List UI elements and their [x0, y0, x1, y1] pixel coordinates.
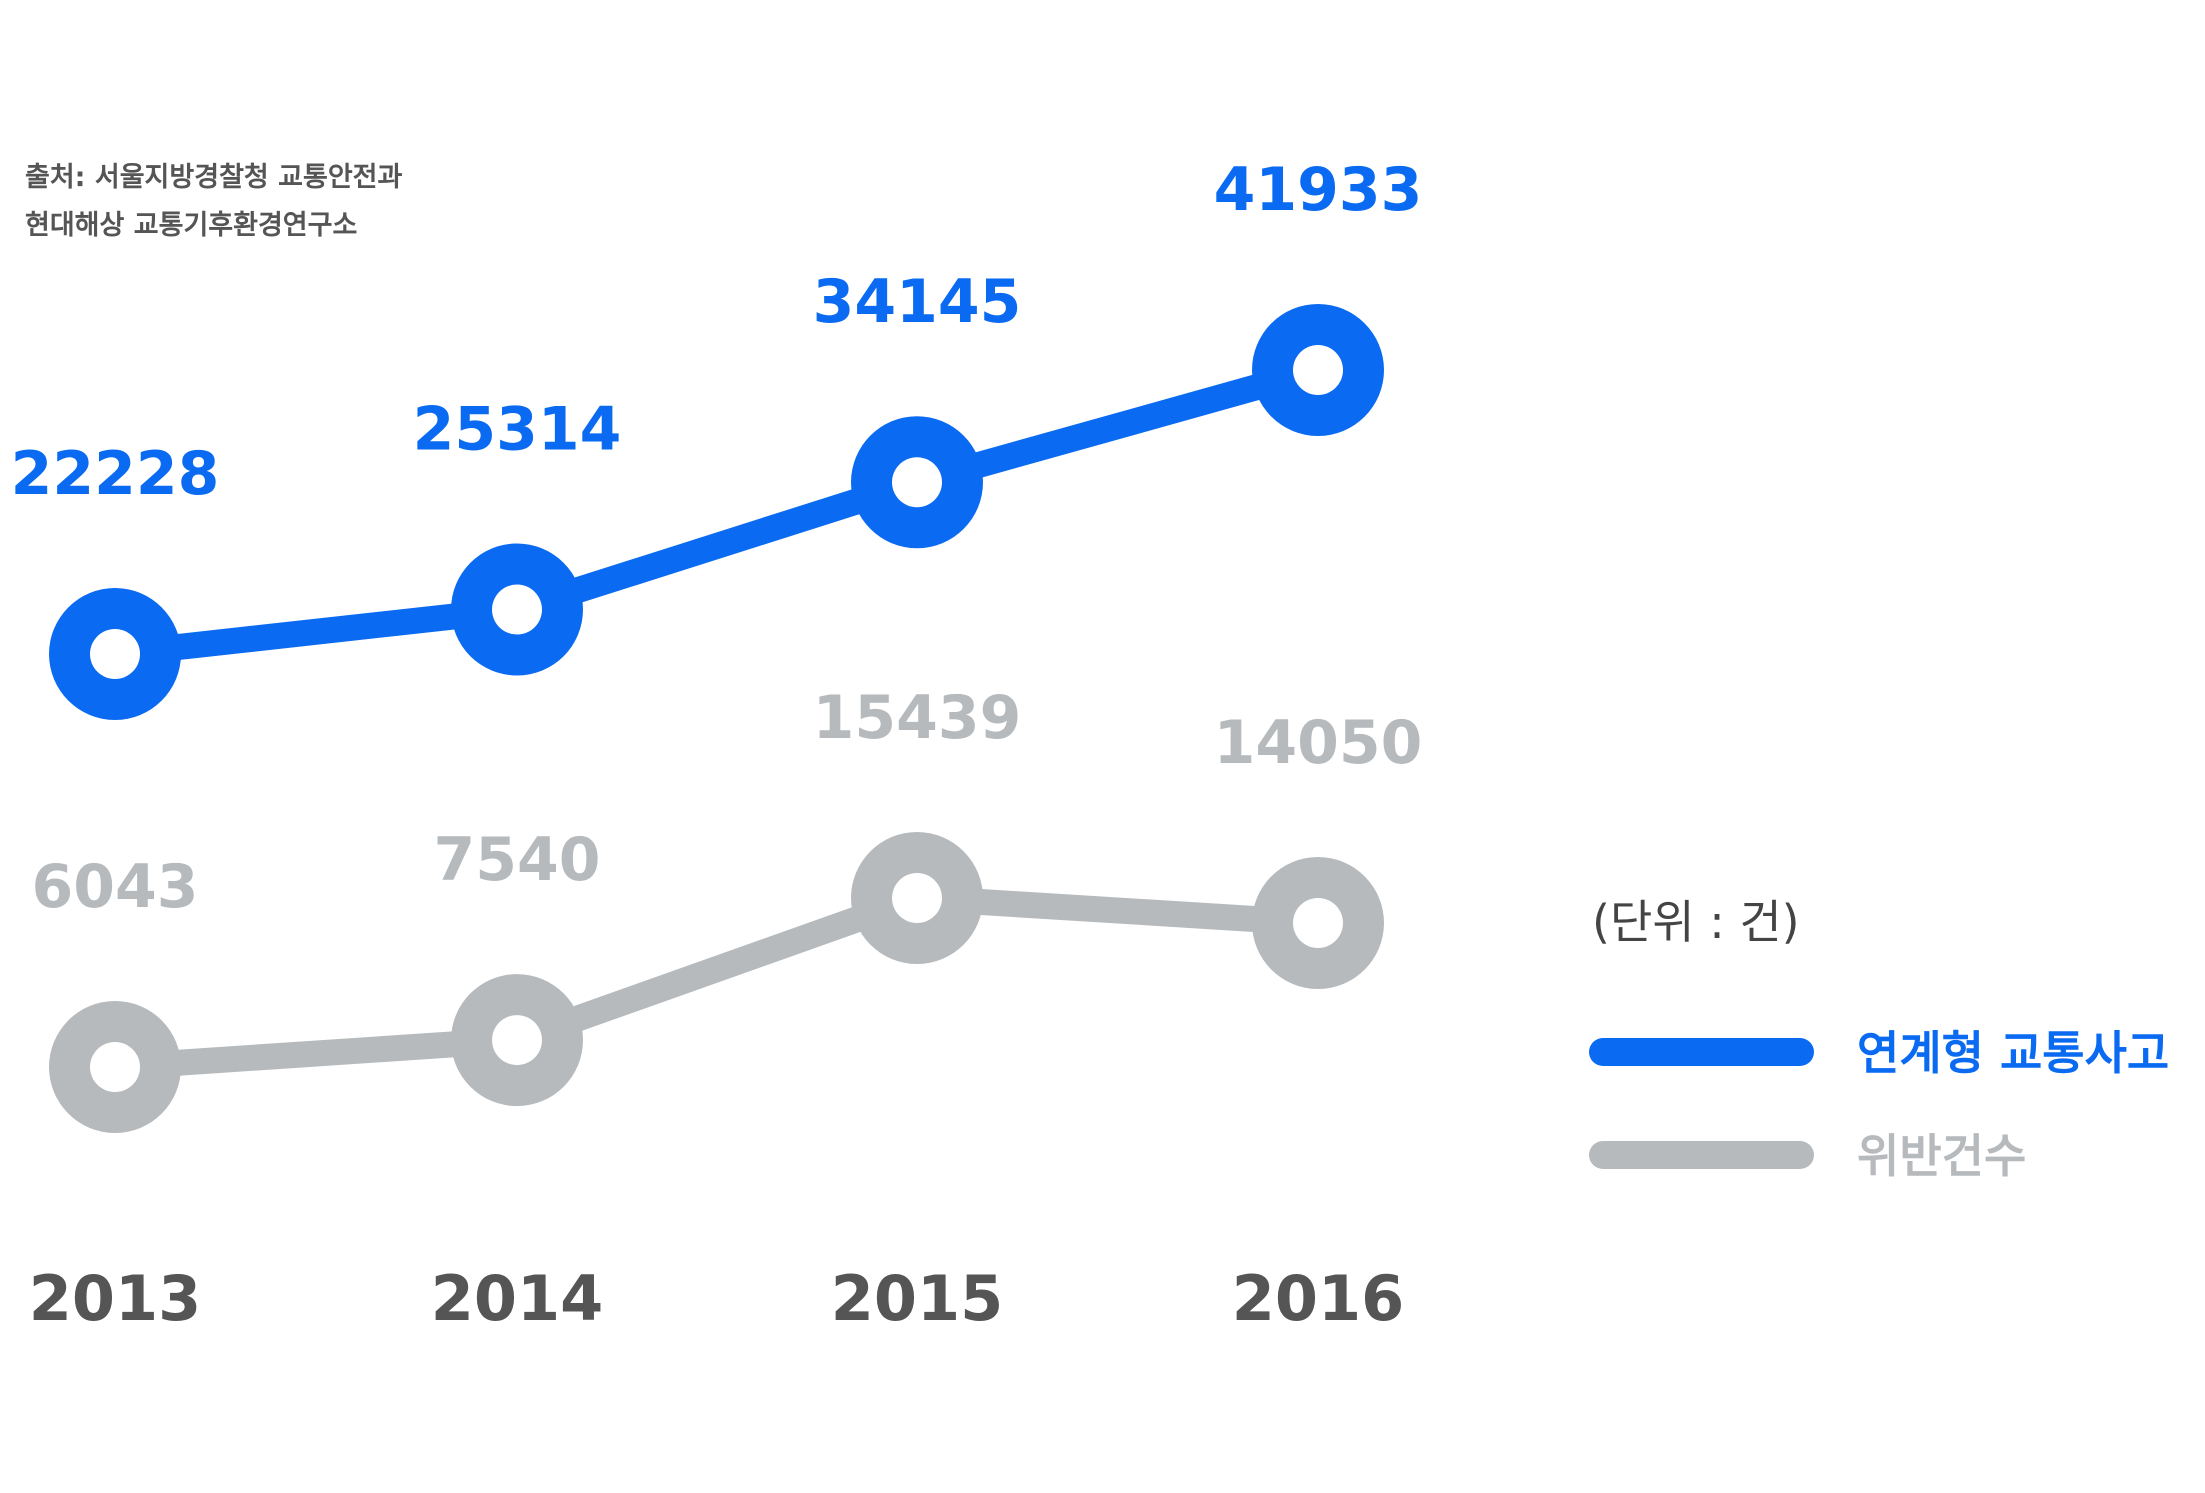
x-tick-label-2014: 2014 [431, 1262, 604, 1335]
x-axis-labels: 2013 2014 2015 2016 [29, 1262, 1405, 1335]
point-center-accidents-2013 [90, 629, 140, 679]
value-label-accidents-2014: 25314 [413, 395, 622, 465]
value-label-violations-2016: 14050 [1214, 708, 1423, 778]
x-tick-label-2013: 2013 [29, 1262, 202, 1335]
value-label-violations-2015: 15439 [813, 683, 1022, 753]
unit-label: (단위 : 건) [1592, 895, 1800, 949]
point-center-accidents-2014 [492, 584, 542, 635]
series-lines [102, 357, 1331, 1080]
series-markers [49, 304, 1384, 1133]
source-line-1: 출처: 서울지방경찰청 교통안전과 [25, 162, 403, 193]
point-center-accidents-2015 [892, 457, 942, 508]
value-labels: 22228 25314 34145 41933 6043 7540 15439 14050 [11, 155, 1423, 922]
point-center-violations-2016 [1293, 897, 1343, 948]
point-center-accidents-2016 [1293, 345, 1343, 395]
legend-label-accidents: 연계형 교통사고 [1857, 1026, 2169, 1080]
point-center-violations-2013 [90, 1042, 140, 1092]
series-line-violations [102, 885, 1331, 1080]
value-label-accidents-2015: 34145 [813, 267, 1022, 337]
value-label-accidents-2013: 22228 [11, 439, 220, 509]
point-center-violations-2014 [492, 1015, 542, 1066]
x-tick-label-2016: 2016 [1232, 1262, 1405, 1335]
value-label-violations-2013: 6043 [32, 852, 199, 922]
value-label-accidents-2016: 41933 [1214, 155, 1423, 225]
source-line-2: 현대해상 교통기후환경연구소 [25, 210, 357, 241]
series-line-accidents [102, 357, 1331, 667]
value-label-violations-2014: 7540 [434, 825, 601, 895]
x-tick-label-2015: 2015 [831, 1262, 1004, 1335]
point-center-violations-2015 [892, 873, 942, 923]
legend-label-violations: 위반건수 [1857, 1129, 2026, 1183]
